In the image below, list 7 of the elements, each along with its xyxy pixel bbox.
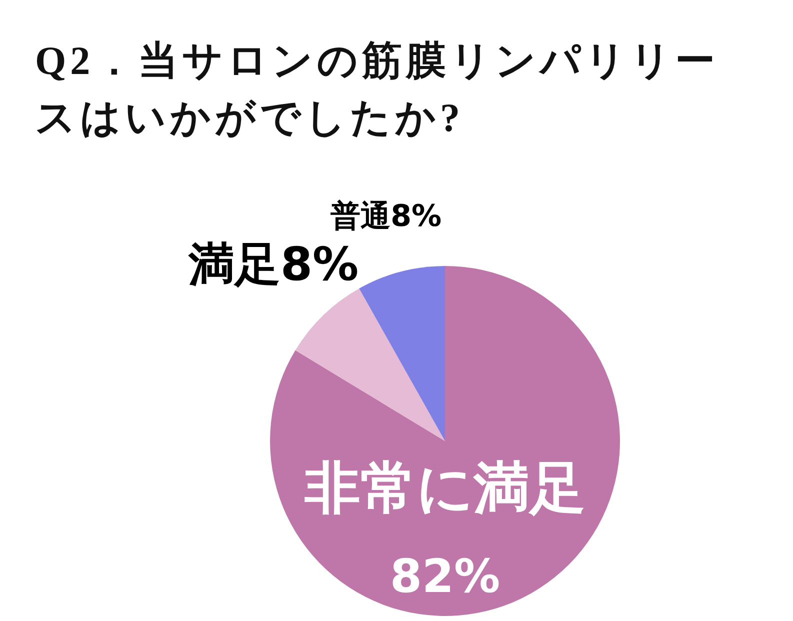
pie-slice <box>295 288 445 441</box>
slice-label: 非常に満足 <box>304 456 586 521</box>
data-label: 82% <box>390 548 500 603</box>
slice-label: 普通8% <box>330 199 442 234</box>
slice-label: 満足8% <box>188 237 359 291</box>
pie-slice <box>359 266 445 441</box>
chart-title: Q2．当サロンの筋膜リンパリリースはいかがでしたか? <box>35 38 720 140</box>
